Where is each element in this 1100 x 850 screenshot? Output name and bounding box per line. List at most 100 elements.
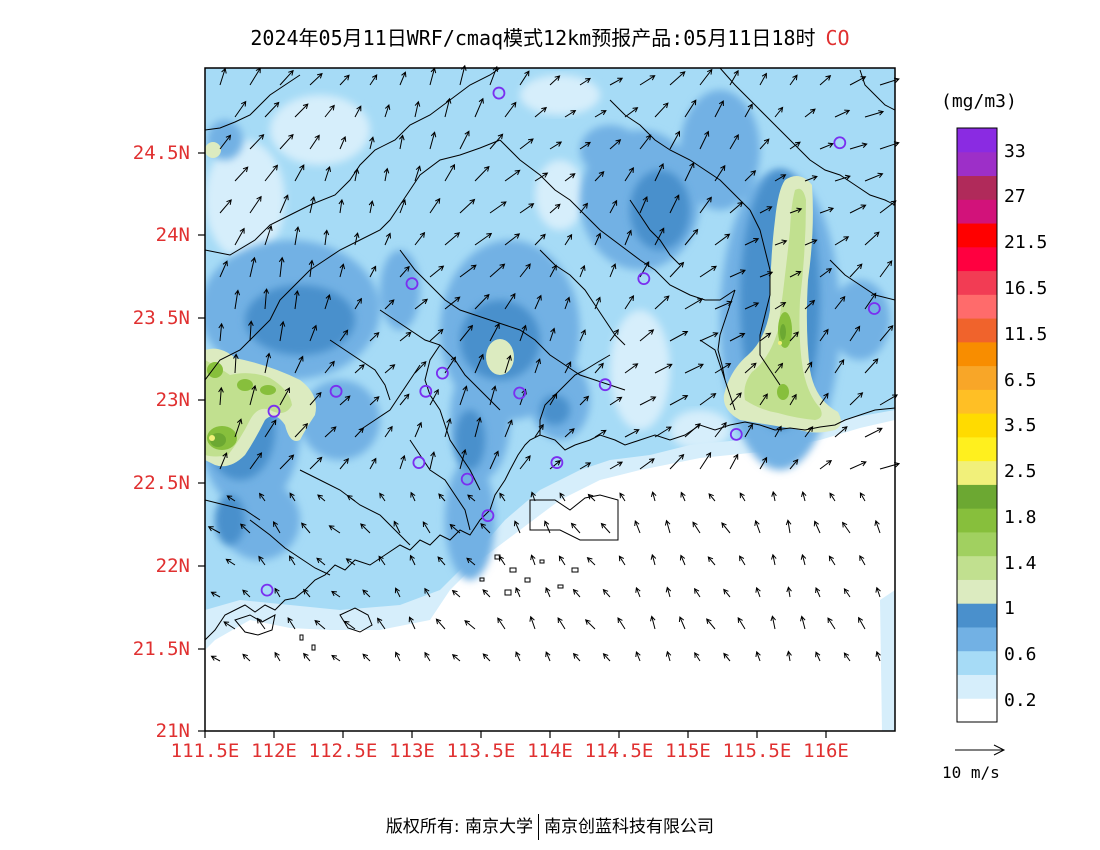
colorbar-segment [957, 175, 997, 200]
wind-arrow [654, 295, 670, 310]
copyright-right: 南京创蓝科技有限公司 [544, 817, 715, 837]
wind-arrow [309, 391, 322, 406]
lat-label: 21.5N [132, 638, 190, 660]
colorbar-segment [957, 531, 997, 557]
wind-arrow [618, 555, 626, 566]
wind-arrow [544, 520, 551, 534]
wind-arrow [699, 196, 712, 214]
wind-arrow [639, 396, 657, 406]
station-marker [412, 456, 426, 469]
wind-arrow [258, 492, 266, 502]
wind-arrow [729, 453, 739, 470]
wind-arrow [819, 392, 829, 406]
wind-arrow [519, 138, 534, 150]
wind-arrow [721, 522, 731, 534]
colorbar-label: 0.6 [1004, 644, 1037, 665]
wind-arrow [414, 298, 429, 310]
wind-arrow [699, 451, 712, 470]
wind-arrow [234, 100, 247, 118]
wind-arrow [624, 363, 639, 374]
map-title: 2024年05月11日WRF/cmaq模式12km预报产品:05月11日18时 C… [0, 22, 1100, 51]
wind-arrow [729, 69, 739, 86]
colorbar-segment [957, 674, 997, 699]
wind-arrow [303, 588, 311, 598]
wind-arrow [504, 101, 517, 118]
wind-arrow [395, 651, 401, 662]
wind-arrow [234, 418, 243, 438]
wind-arrow [804, 239, 818, 246]
wind-arrow [594, 110, 607, 118]
colorbar-segment [957, 460, 997, 485]
wind-arrow [759, 456, 768, 470]
wind-arrow [324, 426, 337, 438]
wind-arrow [849, 142, 868, 150]
wind-arrow [249, 384, 257, 406]
wind-arrow [489, 133, 504, 150]
wind-arrow [519, 263, 531, 278]
wind-arrow [789, 458, 799, 470]
colorbar-label: 1.8 [1004, 507, 1037, 528]
wind-arrow [451, 654, 461, 662]
wind-arrow [331, 590, 341, 598]
wind-arrow [294, 289, 300, 310]
wind-arrow [609, 263, 617, 278]
reference-vector-arrow [955, 744, 1006, 756]
wind-arrow [789, 393, 797, 406]
wind-arrow [755, 586, 761, 598]
wind-arrow [594, 171, 605, 182]
copyright-footer: 版权所有: 南京大学 南京创蓝科技有限公司 [0, 812, 1100, 840]
colorbar-segment [957, 389, 997, 414]
wind-arrow [459, 130, 470, 150]
wind-arrow [879, 325, 894, 342]
wind-arrow [684, 298, 704, 310]
wind-arrow [409, 554, 416, 566]
reference-vector-label: 10 m/s [942, 763, 1000, 782]
wind-arrow [239, 523, 251, 534]
wind-arrow [263, 288, 270, 310]
wind-arrow [545, 651, 551, 662]
station-markers [260, 86, 881, 597]
wind-arrow [316, 557, 326, 566]
wind-arrow [474, 416, 482, 438]
wind-arrow [354, 427, 365, 438]
wind-arrow [309, 72, 323, 86]
wind-arrow [834, 295, 846, 310]
colorbar-segment [957, 413, 997, 438]
wind-arrow [774, 106, 784, 118]
wind-arrow [684, 99, 697, 118]
wind-arrow [650, 553, 657, 566]
wind-arrow [804, 175, 818, 182]
wind-arrow [744, 103, 753, 118]
wind-arrow [459, 324, 474, 342]
colorbar-segment [957, 270, 997, 295]
colorbar-segment [957, 199, 997, 224]
wind-arrow [834, 109, 851, 118]
lon-label: 112.5E [308, 740, 378, 762]
wind-arrow [459, 385, 468, 406]
colorbar-label: 6.5 [1004, 370, 1037, 391]
wind-arrow [499, 492, 506, 502]
wind-arrow [875, 650, 881, 662]
wind-arrow [635, 651, 641, 662]
colorbar-label: 1.4 [1004, 553, 1037, 574]
wind-arrow [399, 199, 407, 214]
wind-arrow [264, 225, 273, 246]
wind-arrow [234, 289, 241, 310]
wind-arrow [558, 555, 566, 566]
colorbar-segment [957, 294, 997, 319]
wind-arrow [624, 229, 632, 246]
wind-arrow [635, 586, 641, 598]
wind-arrow [714, 233, 731, 246]
wind-arrow [858, 616, 866, 630]
wind-arrow [513, 520, 521, 534]
wind-arrow [444, 296, 461, 310]
lat-label: 24.5N [132, 142, 190, 164]
wind-arrow [497, 617, 506, 630]
wind-arrow [519, 324, 527, 342]
station-marker [267, 404, 281, 418]
wind-arrow [804, 299, 816, 310]
wind-arrow [289, 492, 296, 502]
wind-arrow [384, 103, 391, 118]
wind-arrow [519, 70, 530, 86]
